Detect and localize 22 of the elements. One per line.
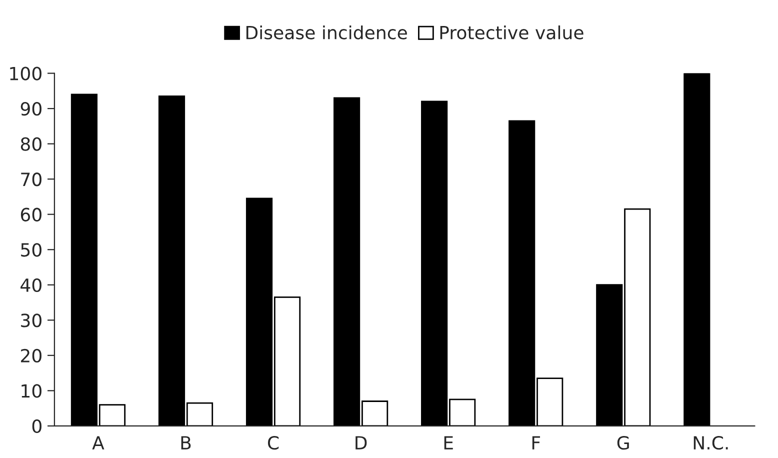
y-tick-label: 80 — [20, 137, 42, 151]
legend-label: Protective value — [440, 25, 584, 40]
y-tick-label: 30 — [21, 314, 42, 328]
x-tick-label: B — [181, 436, 191, 450]
y-tick-label: 60 — [20, 208, 42, 222]
y-tick-label: 50 — [21, 243, 42, 257]
x-tick-label: A — [92, 436, 104, 450]
y-tick-label: 70 — [21, 172, 42, 186]
y-tick-label: 40 — [20, 278, 42, 292]
x-tick-label: G — [617, 436, 629, 450]
y-tick-label: 100 — [10, 66, 42, 80]
y-tick-label: 90 — [20, 102, 42, 116]
x-tick-label: E — [444, 436, 453, 450]
y-tick-label: 0 — [32, 419, 42, 434]
x-tick-label: D — [356, 436, 367, 450]
y-tick-label: 10 — [22, 384, 42, 398]
bar — [684, 73, 710, 426]
x-tick-label: F — [532, 436, 540, 450]
x-tick-label: C — [268, 436, 279, 450]
legend-label: Disease incidence — [246, 25, 407, 40]
x-tick-label: N.C. — [694, 436, 728, 450]
y-tick-label: 20 — [21, 348, 42, 363]
